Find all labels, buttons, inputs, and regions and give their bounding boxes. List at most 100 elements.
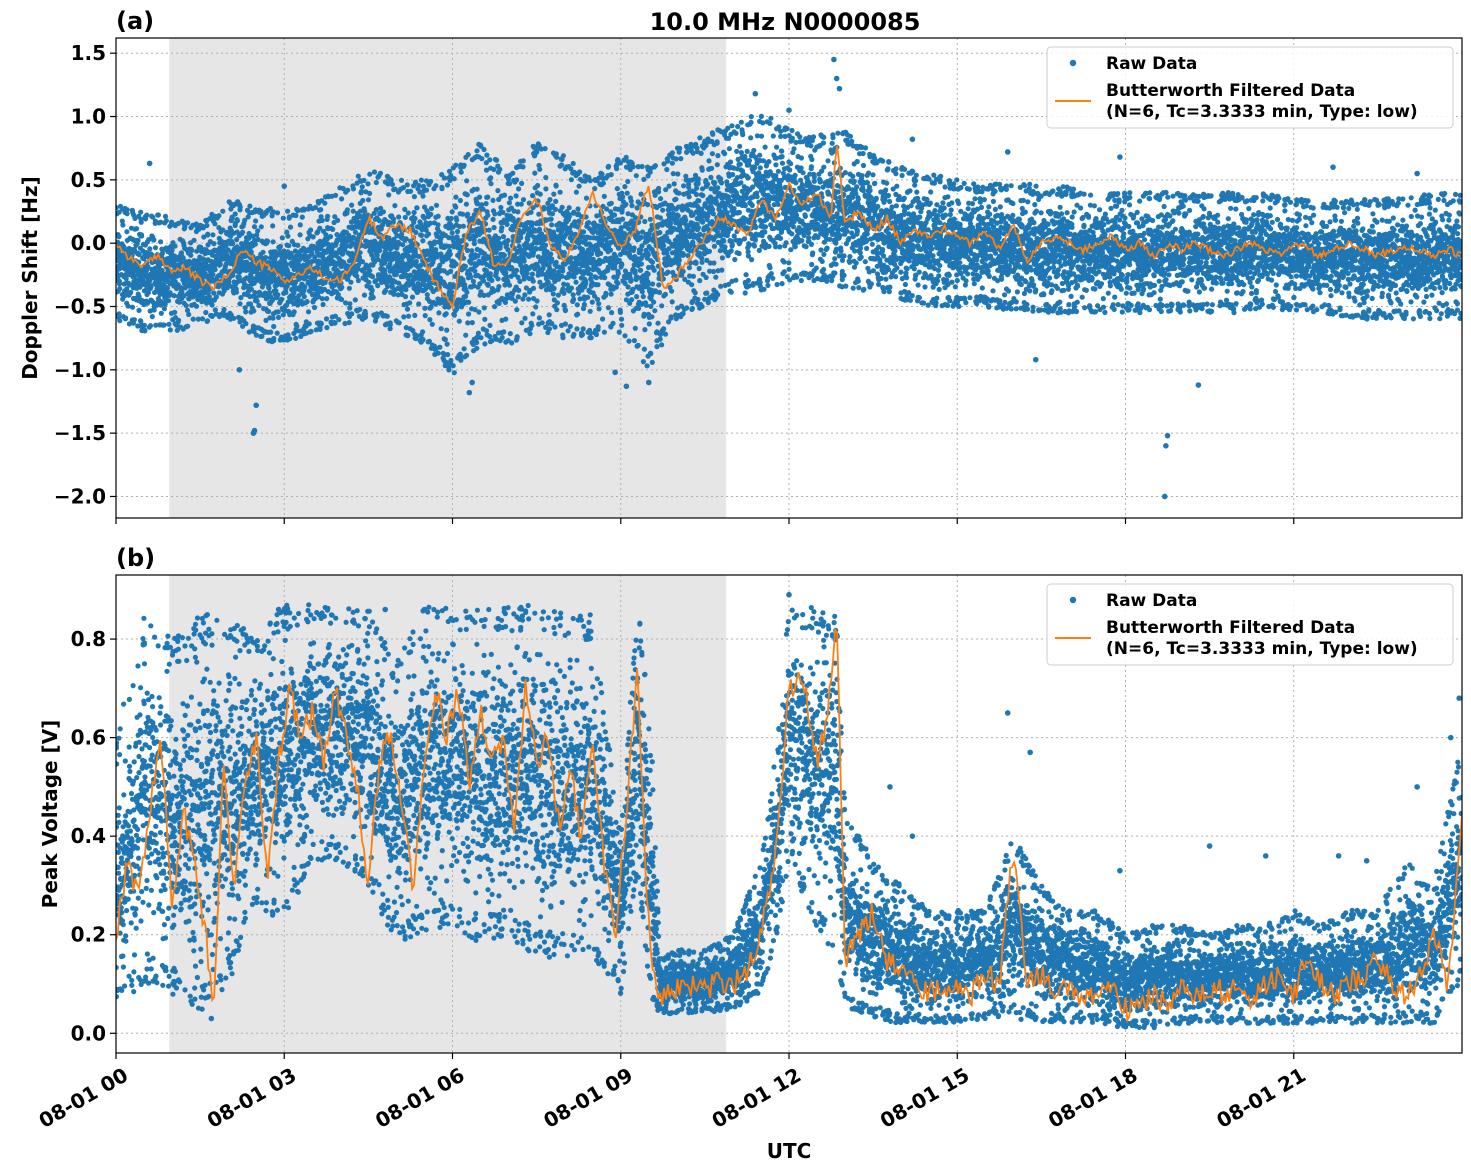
raw-data-point bbox=[469, 248, 475, 254]
raw-data-point bbox=[271, 323, 277, 330]
raw-data-point bbox=[518, 201, 524, 207]
raw-data-point bbox=[134, 226, 140, 232]
raw-data-point bbox=[347, 301, 353, 307]
raw-data-point bbox=[722, 244, 728, 250]
raw-data-point bbox=[158, 239, 164, 245]
raw-data-point bbox=[365, 197, 372, 203]
raw-data-point bbox=[734, 148, 740, 154]
raw-data-point bbox=[513, 193, 519, 199]
raw-data-point bbox=[818, 247, 824, 253]
raw-data-point bbox=[176, 299, 182, 305]
raw-data-point bbox=[792, 172, 798, 178]
raw-data-point bbox=[851, 178, 857, 184]
raw-data-point bbox=[193, 303, 200, 309]
raw-data-point bbox=[180, 255, 186, 261]
raw-data-point bbox=[669, 288, 675, 294]
raw-data-point bbox=[566, 205, 572, 211]
raw-data-point bbox=[117, 286, 123, 292]
raw-data-point bbox=[186, 311, 192, 318]
raw-data-point bbox=[503, 316, 509, 322]
raw-data-point bbox=[249, 233, 256, 239]
raw-data-point bbox=[559, 204, 565, 210]
raw-data-point bbox=[857, 250, 863, 256]
raw-data-point bbox=[573, 279, 579, 285]
raw-data-point bbox=[429, 321, 435, 327]
raw-data-point bbox=[588, 272, 594, 278]
raw-data-point bbox=[556, 243, 562, 249]
raw-data-point bbox=[466, 311, 472, 317]
raw-data-point bbox=[665, 269, 671, 275]
raw-data-point bbox=[302, 284, 308, 290]
raw-data-point bbox=[252, 241, 258, 247]
raw-data-point bbox=[189, 247, 195, 254]
raw-data-point bbox=[330, 226, 336, 232]
raw-data-point bbox=[506, 282, 513, 288]
raw-data-point bbox=[422, 313, 428, 319]
raw-data-point bbox=[638, 267, 644, 273]
raw-data-point bbox=[482, 316, 488, 322]
raw-data-point bbox=[699, 167, 705, 173]
raw-data-point bbox=[839, 257, 846, 263]
raw-data-point bbox=[283, 289, 289, 296]
raw-data-point bbox=[481, 305, 487, 311]
raw-data-point bbox=[625, 178, 631, 185]
raw-data-point bbox=[530, 311, 536, 317]
raw-data-point bbox=[737, 161, 743, 167]
raw-data-point bbox=[120, 222, 126, 228]
raw-data-point bbox=[615, 270, 621, 276]
raw-data-point bbox=[827, 236, 833, 242]
raw-data-point bbox=[554, 300, 561, 306]
raw-data-point bbox=[738, 150, 745, 156]
raw-data-point bbox=[744, 148, 750, 154]
raw-data-point bbox=[530, 278, 536, 284]
raw-data-point bbox=[753, 224, 759, 230]
raw-data-point bbox=[464, 289, 470, 295]
raw-data-point bbox=[420, 238, 426, 244]
raw-data-point bbox=[703, 274, 709, 281]
raw-data-point bbox=[472, 268, 478, 274]
raw-data-point bbox=[161, 306, 167, 312]
raw-data-point bbox=[370, 294, 376, 300]
raw-data-point bbox=[501, 192, 508, 198]
raw-data-point bbox=[817, 178, 823, 184]
raw-data-point bbox=[291, 309, 297, 315]
raw-data-point bbox=[743, 272, 749, 278]
raw-data-point bbox=[285, 233, 291, 239]
raw-data-point bbox=[737, 143, 743, 149]
raw-data-point bbox=[491, 225, 497, 231]
figure-title: 10.0 MHz N0000085 bbox=[650, 8, 921, 36]
raw-data-point bbox=[560, 268, 566, 274]
raw-data-point bbox=[125, 303, 131, 309]
raw-data-point bbox=[238, 295, 244, 301]
raw-data-point bbox=[643, 302, 650, 308]
raw-data-point bbox=[652, 308, 658, 314]
raw-data-point bbox=[152, 245, 159, 251]
raw-data-point bbox=[521, 258, 527, 264]
raw-data-point bbox=[757, 165, 763, 171]
raw-data-point bbox=[609, 310, 615, 316]
raw-data-point bbox=[270, 315, 276, 321]
raw-data-point bbox=[598, 250, 604, 256]
raw-data-point bbox=[724, 210, 730, 216]
raw-data-point bbox=[275, 292, 281, 298]
raw-data-point bbox=[513, 267, 520, 273]
raw-data-point bbox=[571, 296, 577, 302]
raw-data-point bbox=[263, 317, 269, 323]
raw-data-point bbox=[766, 243, 772, 249]
raw-data-point bbox=[693, 260, 699, 266]
raw-data-point bbox=[448, 215, 454, 222]
raw-data-point bbox=[596, 301, 602, 307]
raw-data-point bbox=[596, 306, 602, 312]
raw-data-point bbox=[666, 183, 672, 189]
raw-data-point bbox=[749, 257, 755, 263]
raw-data-point bbox=[711, 243, 718, 249]
raw-data-point bbox=[728, 248, 734, 254]
raw-data-point bbox=[670, 171, 676, 177]
raw-data-point bbox=[549, 211, 556, 217]
raw-data-point bbox=[576, 183, 582, 189]
raw-data-point bbox=[690, 273, 697, 279]
raw-data-point bbox=[699, 259, 705, 265]
raw-data-point bbox=[162, 301, 168, 307]
raw-data-point bbox=[136, 252, 142, 258]
raw-data-point bbox=[570, 292, 576, 298]
